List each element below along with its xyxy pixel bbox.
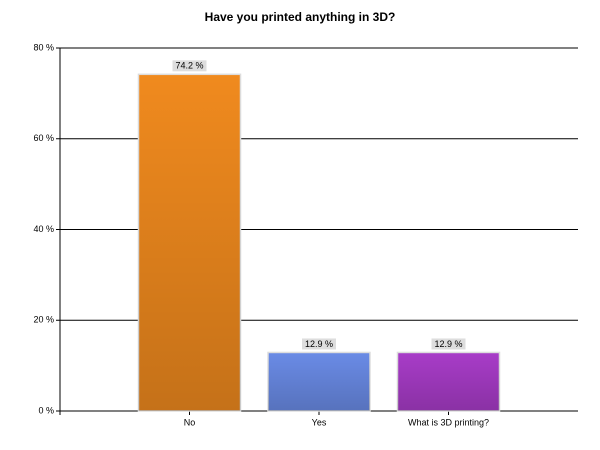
value-label-bg bbox=[431, 338, 466, 350]
y-tick-label: 20 % bbox=[33, 315, 54, 325]
bar-shade bbox=[138, 74, 241, 411]
value-label-bg bbox=[172, 60, 207, 72]
value-label: 12.9 % bbox=[305, 339, 333, 349]
x-tick-label: Yes bbox=[312, 417, 327, 427]
y-tick-label: 80 % bbox=[33, 42, 54, 52]
value-label-bg bbox=[302, 338, 336, 350]
y-tick-label: 40 % bbox=[33, 224, 54, 234]
value-label: 74.2 % bbox=[175, 61, 203, 71]
bar-shade bbox=[397, 352, 500, 411]
y-tick-label: 60 % bbox=[33, 133, 54, 143]
x-tick-label: What is 3D printing? bbox=[408, 417, 489, 427]
value-label: 12.9 % bbox=[434, 339, 462, 349]
x-tick-label: No bbox=[184, 417, 196, 427]
y-tick-label: 0 % bbox=[38, 405, 54, 415]
bar-shade bbox=[268, 352, 370, 411]
chart-title: Have you printed anything in 3D? bbox=[205, 10, 396, 24]
